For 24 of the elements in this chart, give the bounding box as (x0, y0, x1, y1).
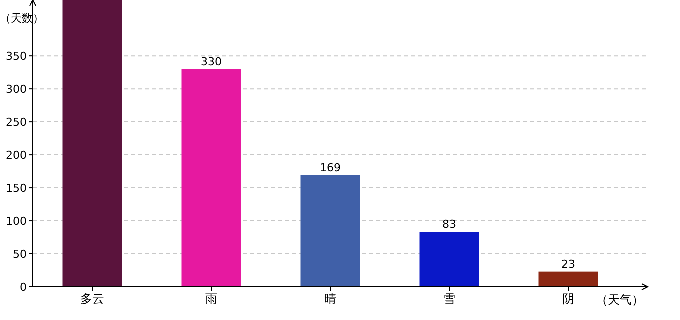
x-tick-label: 多云 (80, 292, 104, 306)
y-tick-label: 300 (6, 83, 27, 96)
x-axis-title: （天气） (596, 293, 644, 307)
y-tick-label: 250 (6, 116, 27, 130)
bar (300, 176, 360, 287)
data-label: 23 (562, 258, 576, 271)
bar (182, 69, 242, 287)
y-tick-label: 50 (13, 248, 27, 262)
y-tick-label: 200 (6, 149, 27, 162)
data-label: 169 (320, 162, 341, 174)
y-axis-title: （天数） (0, 12, 44, 25)
data-label: 330 (201, 55, 222, 68)
x-tick-label: 阴 (562, 292, 574, 306)
y-tick-label: 150 (6, 182, 27, 196)
y-tick-label: 100 (6, 215, 27, 228)
bar (420, 232, 480, 287)
y-tick-label: 350 (6, 50, 27, 64)
bar (62, 0, 122, 287)
x-tick-label: 雨 (206, 292, 218, 306)
data-label: 83 (442, 218, 456, 232)
x-tick-label: 雪 (444, 292, 456, 306)
bar (538, 272, 598, 287)
x-tick-label: 晴 (324, 292, 336, 306)
y-tick-label: 0 (20, 281, 27, 294)
